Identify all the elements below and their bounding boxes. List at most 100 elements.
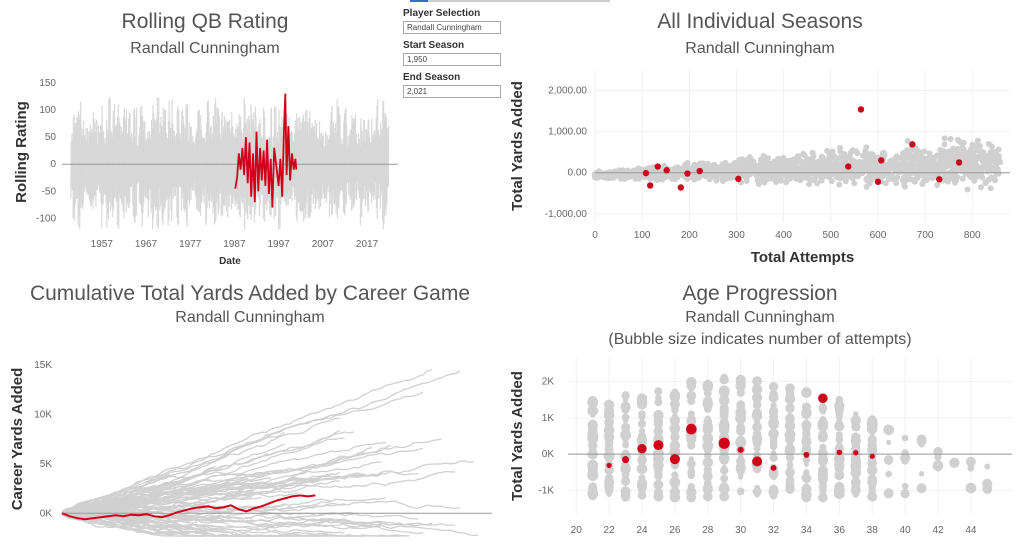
background-career-series: [61, 369, 479, 537]
y-tick-label: 0.00: [568, 168, 588, 179]
highlight-age-point: [853, 450, 859, 456]
highlight-age-point: [818, 393, 828, 404]
highlight-season-point: [936, 176, 943, 183]
highlight-age-point: [606, 462, 612, 468]
highlight-age-point: [637, 444, 647, 454]
highlight-season-point: [955, 159, 963, 166]
highlight-age-point: [653, 440, 664, 451]
highlight-season-point: [663, 167, 670, 174]
x-tick-label: 200: [681, 230, 698, 241]
x-tick-label: 400: [775, 230, 792, 241]
cumulative-yards-chart: 15K 10K 5K 0K Career Yards Added: [9, 360, 492, 537]
highlight-age-point: [836, 449, 843, 456]
x-axis-label: Date: [219, 256, 241, 267]
x-tick-label: 24: [636, 525, 648, 536]
highlight-season-point: [696, 167, 703, 175]
highlight-series-line: [234, 93, 298, 208]
x-tick-label: 2007: [312, 239, 335, 250]
x-tick-label: 0: [592, 230, 598, 241]
y-tick-label: 2K: [542, 377, 555, 388]
y-tick-label: 2,000.00: [548, 86, 587, 97]
highlight-season-point: [684, 170, 691, 177]
highlight-season-point: [735, 175, 742, 183]
x-tick-label: 1957: [91, 239, 114, 250]
cumulative-subtitle: Randall Cunningham: [175, 309, 325, 326]
player-selection-input[interactable]: Randall Cunningham: [403, 21, 501, 34]
highlight-age-point: [752, 456, 763, 467]
x-tick-label: 800: [964, 230, 981, 241]
background-season-points: [592, 135, 1004, 193]
highlight-season-point: [642, 169, 650, 177]
highlight-season-point: [654, 163, 661, 170]
x-tick-label: 42: [932, 525, 944, 536]
age-subtitle-note: (Bubble size indicates number of attempt…: [608, 331, 912, 348]
x-tick-label: 26: [669, 525, 681, 536]
age-title: Age Progression: [682, 282, 838, 305]
age-progression-chart: 2K 1K 0K -1K 20 22 24 26 28 30 32 34 36 38 40 42 44 Total…: [509, 358, 1012, 536]
background-age-points: [587, 373, 993, 503]
highlight-age-point: [669, 454, 680, 465]
y-tick-label: 5K: [40, 459, 53, 470]
x-tick-label: 36: [834, 525, 846, 536]
end-season-input[interactable]: 2,021: [403, 85, 501, 98]
highlight-season-point: [646, 182, 654, 189]
x-tick-label: 1987: [223, 239, 246, 250]
y-axis-label: Total Yards Added: [509, 371, 526, 501]
y-tick-label: -1K: [538, 485, 554, 496]
x-tick-label: 38: [867, 525, 879, 536]
start-season-label: Start Season: [403, 40, 465, 51]
x-tick-label: 1977: [179, 239, 202, 250]
x-tick-label: 28: [702, 525, 714, 536]
cumulative-title: Cumulative Total Yards Added by Career G…: [29, 282, 471, 305]
y-tick-label: 50: [45, 132, 57, 143]
rolling-qb-chart: 150 100 50 0 -50 -100 1957 1967 1977 1987 1997 2007…: [13, 78, 398, 267]
highlight-age-point: [622, 456, 630, 464]
x-tick-label: 1967: [135, 239, 158, 250]
y-tick-label: 100: [39, 105, 56, 116]
end-season-label: End Season: [403, 72, 461, 83]
x-axis-label: Total Attempts: [751, 249, 854, 266]
y-tick-label: 1,000.00: [548, 127, 587, 138]
top-scrollbar-thumb[interactable]: [410, 0, 428, 2]
x-tick-label: 34: [801, 525, 813, 536]
y-axis-label: Total Yards Added: [509, 81, 526, 211]
rolling-title: Rolling QB Rating: [121, 10, 289, 33]
y-tick-label: 1K: [542, 413, 555, 424]
x-tick-label: 40: [900, 525, 912, 536]
y-axis-label: Career Yards Added: [9, 368, 26, 511]
top-scrollbar[interactable]: [410, 0, 610, 2]
highlight-series-line: [61, 494, 316, 521]
player-selection-label: Player Selection: [403, 8, 481, 19]
x-tick-label: 100: [634, 230, 651, 241]
seasons-subtitle: Randall Cunningham: [685, 40, 835, 57]
x-tick-label: 44: [965, 525, 977, 536]
x-tick-label: 500: [822, 230, 839, 241]
y-tick-label: 0: [50, 159, 56, 170]
background-player-series: [70, 96, 390, 230]
x-tick-label: 32: [768, 525, 780, 536]
y-axis-label: Rolling Rating: [13, 101, 30, 203]
age-subtitle: Randall Cunningham: [685, 309, 835, 326]
y-tick-label: 15K: [34, 360, 52, 371]
y-tick-label: -50: [42, 186, 57, 197]
y-tick-label: 150: [39, 78, 56, 89]
highlight-age-point: [718, 437, 730, 449]
y-tick-label: 10K: [34, 409, 52, 420]
y-tick-label: -100: [36, 213, 56, 224]
start-season-input[interactable]: 1,950: [403, 53, 501, 66]
highlight-season-point: [857, 106, 865, 113]
x-tick-label: 300: [728, 230, 745, 241]
highlight-season-point: [878, 157, 885, 164]
highlight-age-point: [685, 423, 697, 435]
highlight-age-point: [869, 453, 875, 459]
seasons-title: All Individual Seasons: [657, 10, 863, 33]
x-tick-label: 600: [870, 230, 887, 241]
highlight-season-point: [845, 163, 852, 170]
y-tick-label: 0K: [542, 449, 555, 460]
highlight-age-point: [770, 465, 777, 471]
x-tick-label: 700: [917, 230, 934, 241]
rolling-subtitle: Randall Cunningham: [130, 40, 280, 57]
x-tick-label: 20: [571, 525, 583, 536]
highlight-season-point: [909, 141, 916, 148]
highlight-age-point: [803, 451, 810, 458]
